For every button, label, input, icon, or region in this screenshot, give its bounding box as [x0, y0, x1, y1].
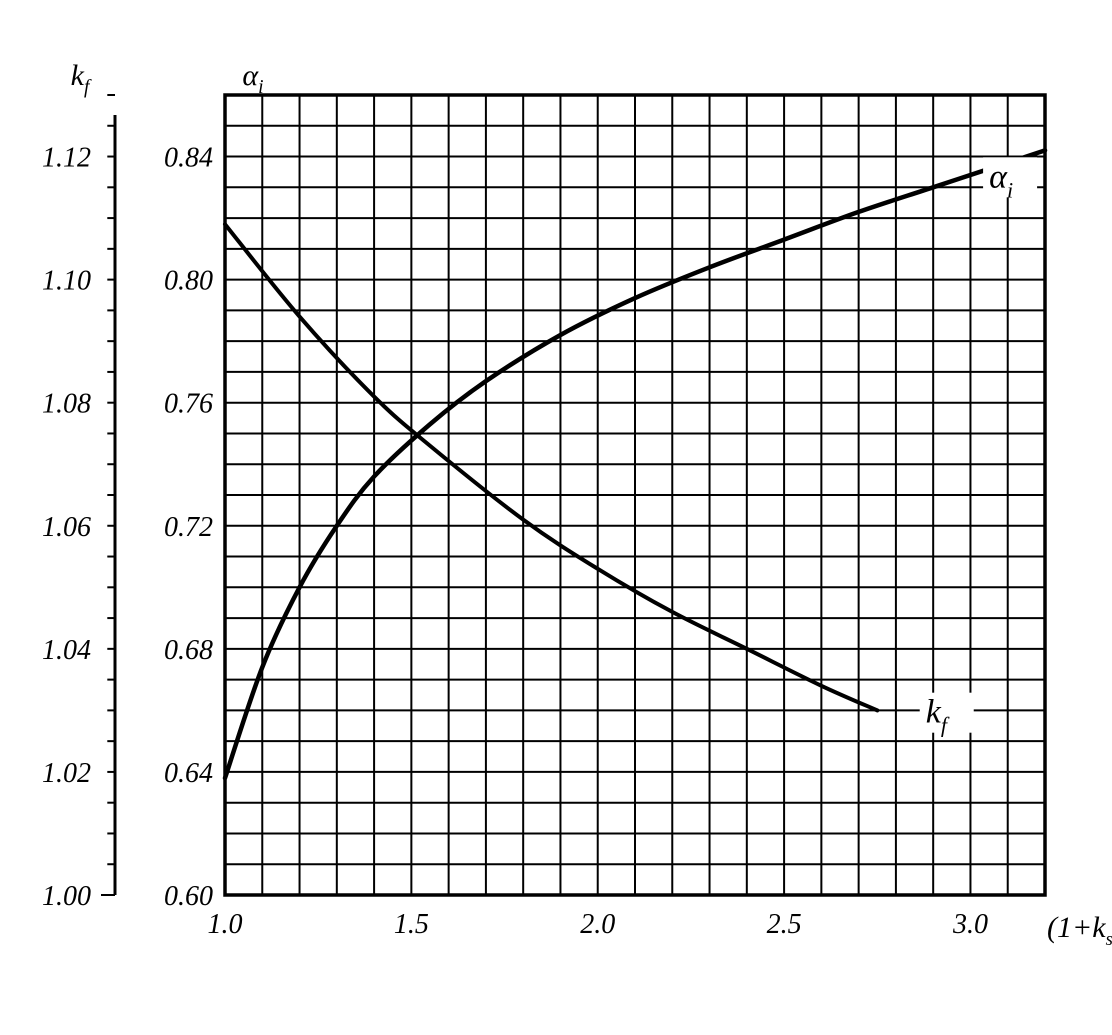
ytick-right: 0.76: [164, 389, 213, 420]
ytick-right: 0.64: [164, 758, 213, 789]
axis-and-curve-labels: kfαi(1+ksd)αikf: [71, 59, 1112, 950]
y-axis-left-label: kf: [71, 59, 92, 98]
y-axis-right-label: αi: [242, 59, 263, 98]
dual-axis-line-chart: 1.001.021.041.061.081.101.12 0.600.640.6…: [0, 0, 1112, 1035]
xtick: 2.5: [767, 909, 802, 940]
ytick-left: 1.12: [42, 143, 91, 174]
ytick-right: 0.84: [164, 143, 213, 174]
ytick-left: 1.00: [42, 881, 91, 912]
grid: [225, 95, 1045, 895]
xtick: 1.0: [208, 909, 243, 940]
ytick-right: 0.60: [164, 881, 213, 912]
ytick-right: 0.80: [164, 266, 213, 297]
ytick-right: 0.72: [164, 512, 213, 543]
ytick-left: 1.10: [42, 266, 91, 297]
y-axis-left: 1.00 1.02 1.04 1.06 1.08 1.10 1.12: [42, 95, 115, 912]
xtick: 3.0: [952, 909, 988, 940]
ytick-left: 1.06: [42, 512, 91, 543]
x-axis-label: (1+ksd): [1047, 911, 1112, 950]
curve-k_f: [225, 224, 877, 710]
xtick: 2.0: [580, 909, 615, 940]
ytick-left: 1.08: [42, 389, 91, 420]
x-axis: 1.0 1.5 2.0 2.5 3.0: [208, 909, 988, 940]
ytick-left: 1.02: [42, 758, 91, 789]
y-axis-right-ticks: 0.60 0.64 0.68 0.72 0.76 0.80 0.84: [164, 143, 213, 912]
xtick: 1.5: [394, 909, 429, 940]
ytick-left: 1.04: [42, 635, 91, 666]
ytick-right: 0.68: [164, 635, 213, 666]
